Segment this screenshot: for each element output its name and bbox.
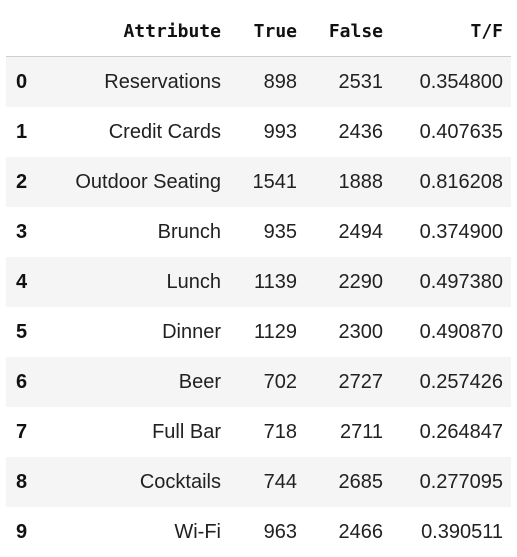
header-tf: T/F — [391, 6, 511, 57]
cell-tf: 0.497380 — [391, 257, 511, 307]
cell-attribute: Lunch — [46, 257, 229, 307]
table-row: 9 Wi-Fi 963 2466 0.390511 — [6, 507, 511, 557]
table-row: 8 Cocktails 744 2685 0.277095 — [6, 457, 511, 507]
cell-false: 2494 — [305, 207, 391, 257]
cell-attribute: Dinner — [46, 307, 229, 357]
cell-true: 702 — [229, 357, 305, 407]
cell-tf: 0.264847 — [391, 407, 511, 457]
header-row: Attribute True False T/F — [6, 6, 511, 57]
header-index — [6, 6, 46, 57]
cell-attribute: Reservations — [46, 56, 229, 107]
row-index: 3 — [6, 207, 46, 257]
table-row: 2 Outdoor Seating 1541 1888 0.816208 — [6, 157, 511, 207]
cell-tf: 0.354800 — [391, 56, 511, 107]
row-index: 8 — [6, 457, 46, 507]
row-index: 6 — [6, 357, 46, 407]
cell-tf: 0.816208 — [391, 157, 511, 207]
cell-tf: 0.490870 — [391, 307, 511, 357]
cell-true: 898 — [229, 56, 305, 107]
cell-true: 963 — [229, 507, 305, 557]
cell-tf: 0.257426 — [391, 357, 511, 407]
table-row: 5 Dinner 1129 2300 0.490870 — [6, 307, 511, 357]
cell-tf: 0.407635 — [391, 107, 511, 157]
cell-attribute: Cocktails — [46, 457, 229, 507]
cell-false: 2685 — [305, 457, 391, 507]
table-row: 0 Reservations 898 2531 0.354800 — [6, 56, 511, 107]
row-index: 5 — [6, 307, 46, 357]
cell-false: 2727 — [305, 357, 391, 407]
header-false: False — [305, 6, 391, 57]
row-index: 7 — [6, 407, 46, 457]
table-header: Attribute True False T/F — [6, 6, 511, 57]
cell-tf: 0.390511 — [391, 507, 511, 557]
table-row: 3 Brunch 935 2494 0.374900 — [6, 207, 511, 257]
row-index: 9 — [6, 507, 46, 557]
cell-attribute: Outdoor Seating — [46, 157, 229, 207]
row-index: 4 — [6, 257, 46, 307]
cell-false: 2531 — [305, 56, 391, 107]
cell-false: 2466 — [305, 507, 391, 557]
cell-attribute: Credit Cards — [46, 107, 229, 157]
header-true: True — [229, 6, 305, 57]
cell-attribute: Wi-Fi — [46, 507, 229, 557]
cell-attribute: Full Bar — [46, 407, 229, 457]
cell-attribute: Brunch — [46, 207, 229, 257]
cell-false: 2300 — [305, 307, 391, 357]
row-index: 2 — [6, 157, 46, 207]
cell-false: 2290 — [305, 257, 391, 307]
cell-true: 1129 — [229, 307, 305, 357]
row-index: 0 — [6, 56, 46, 107]
table-row: 4 Lunch 1139 2290 0.497380 — [6, 257, 511, 307]
cell-true: 718 — [229, 407, 305, 457]
table-row: 1 Credit Cards 993 2436 0.407635 — [6, 107, 511, 157]
cell-false: 2436 — [305, 107, 391, 157]
cell-true: 993 — [229, 107, 305, 157]
table-row: 6 Beer 702 2727 0.257426 — [6, 357, 511, 407]
table-row: 7 Full Bar 718 2711 0.264847 — [6, 407, 511, 457]
cell-true: 1139 — [229, 257, 305, 307]
row-index: 1 — [6, 107, 46, 157]
cell-false: 2711 — [305, 407, 391, 457]
cell-tf: 0.374900 — [391, 207, 511, 257]
cell-true: 744 — [229, 457, 305, 507]
cell-true: 935 — [229, 207, 305, 257]
cell-false: 1888 — [305, 157, 391, 207]
cell-tf: 0.277095 — [391, 457, 511, 507]
cell-true: 1541 — [229, 157, 305, 207]
header-attribute: Attribute — [46, 6, 229, 57]
cell-attribute: Beer — [46, 357, 229, 407]
table-body: 0 Reservations 898 2531 0.354800 1 Credi… — [6, 56, 511, 557]
dataframe-table: Attribute True False T/F 0 Reservations … — [6, 6, 511, 557]
